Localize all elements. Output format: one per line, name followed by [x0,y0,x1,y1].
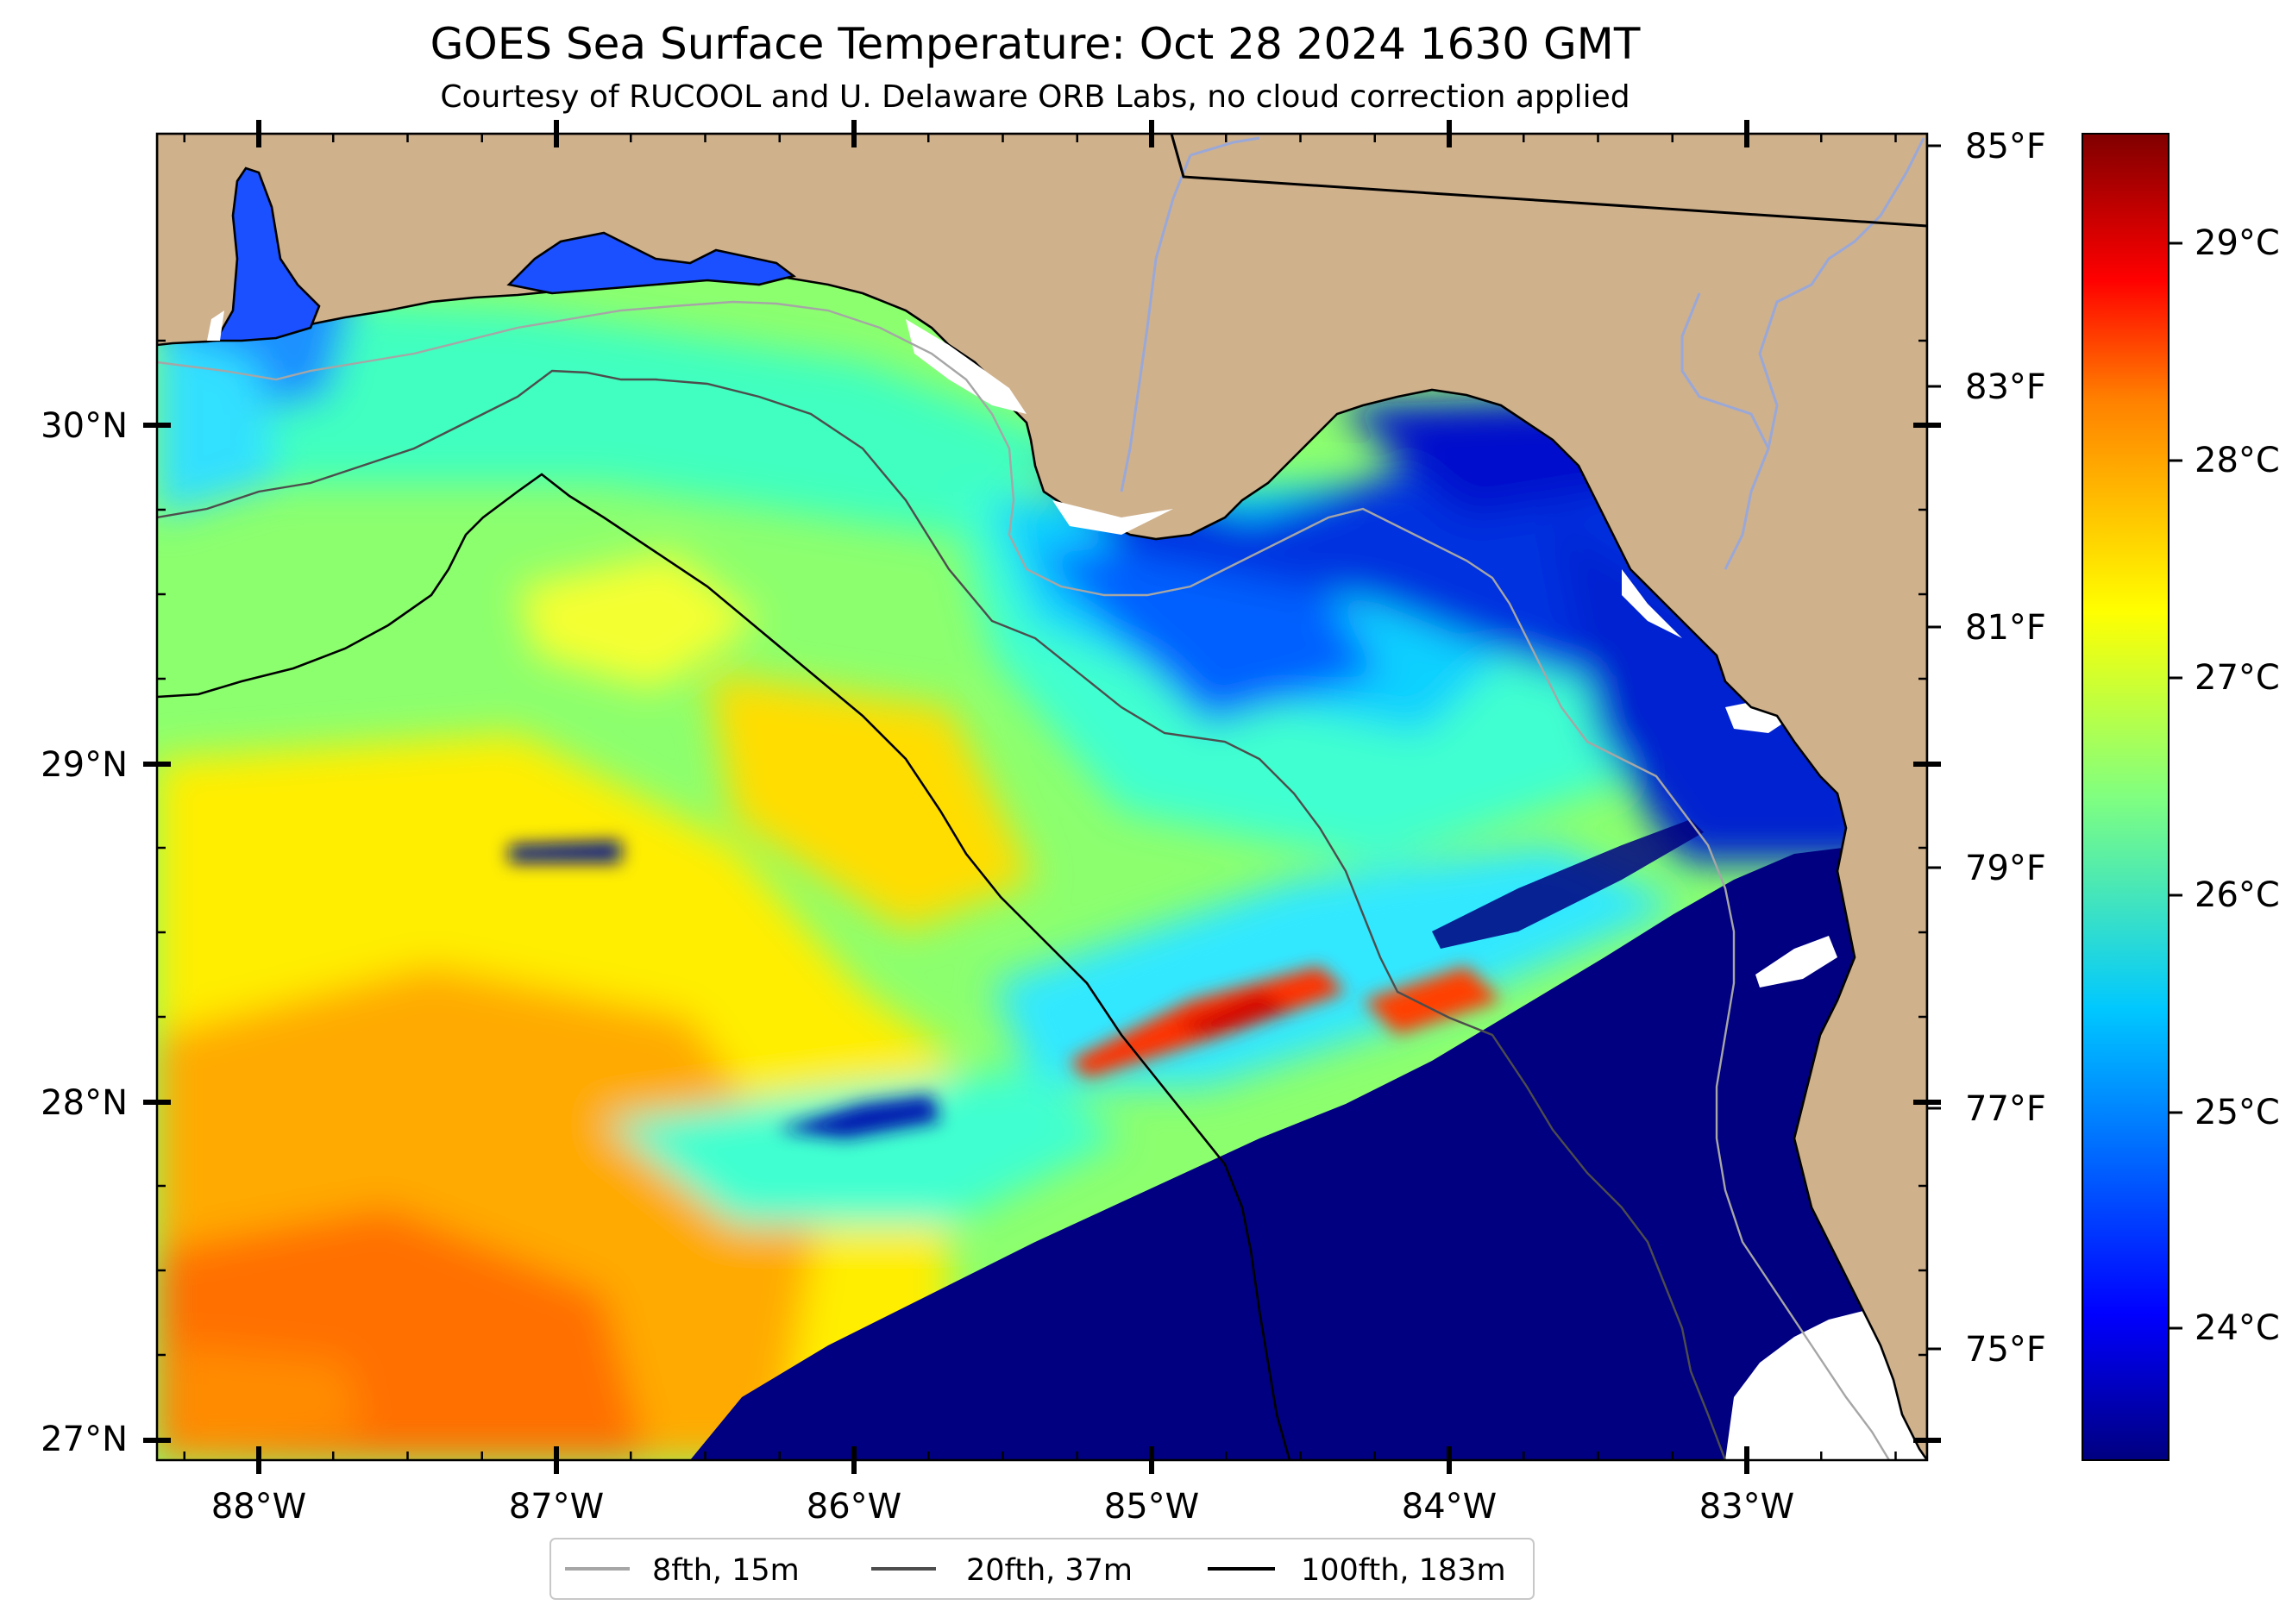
florida-bays-water [506,231,796,295]
lon-tick-label: 83°W [1699,1487,1794,1527]
map-frame [155,132,1929,1462]
offshore-streak-dark [1432,819,1704,949]
lon-tick-label: 87°W [509,1487,604,1527]
depth-legend: 8fth, 15m 20fth, 37m 100fth, 183m [549,1538,1535,1600]
fahrenheit-tick-label: 77°F [1965,1089,2046,1129]
colorbar-tick-label: 28°C [2195,441,2280,480]
colorbar: 29°C 28°C 27°C 26°C 25°C 24°C [2082,133,2280,1461]
cloud-patch-north [207,310,1682,638]
sst-fine-features [509,841,1501,1138]
legend-label: 100fth, 183m [1301,1553,1506,1588]
lat-tick-label: 27°N [41,1420,128,1459]
mobile-bay-water [213,166,321,342]
colorbar-tick-label: 25°C [2195,1093,2280,1132]
cloud-gap-south [1725,1311,1927,1460]
legend-item: 100fth, 183m [1208,1553,1506,1588]
legend-label: 8fth, 15m [652,1553,800,1588]
colorbar-tick-label: 29°C [2195,223,2280,263]
deep-water-no-data-band [690,845,1927,1460]
lat-tick-label: 29°N [41,745,128,785]
contour-20fth-37m [157,369,1727,1460]
map-subtitle: Courtesy of RUCOOL and U. Delaware ORB L… [440,79,1630,115]
state-boundary [1170,134,1927,228]
map-title: GOES Sea Surface Temperature: Oct 28 202… [430,19,1641,69]
fahrenheit-tick-label: 79°F [1965,849,2046,888]
lon-tick-label: 86°W [807,1487,901,1527]
fahrenheit-tick-label: 81°F [1965,608,2046,648]
cloud-gap-east-1 [1755,936,1837,988]
colorbar-tick-label: 26°C [2195,875,2280,915]
contour-8fth-15m [157,300,1891,1460]
rivers [1120,136,1925,570]
fahrenheit-tick-label: 85°F [1965,127,2046,166]
colorbar-tick-label: 27°C [2195,658,2280,698]
fahrenheit-tick-label: 75°F [1965,1330,2046,1370]
legend-item: 20fth, 37m [871,1553,1133,1588]
fahrenheit-axis: 85°F 83°F 81°F 79°F 77°F 75°F [1965,127,2046,1370]
fahrenheit-tick-label: 83°F [1965,367,2046,407]
legend-item: 8fth, 15m [565,1553,800,1588]
depth-contours [157,300,1891,1460]
legend-box [549,1538,1535,1600]
lat-axis: 30°N 29°N 28°N 27°N [41,406,128,1459]
lat-tick-label: 30°N [41,406,128,446]
lon-axis: 88°W 87°W 86°W 85°W 84°W 83°W [211,1487,1794,1527]
colorbar-ticks [2169,241,2182,1330]
colorbar-gradient [2082,133,2170,1461]
contour-100fth-183m [157,473,1291,1460]
legend-label: 20fth, 37m [966,1553,1133,1588]
lon-tick-label: 85°W [1104,1487,1199,1527]
lat-tick-label: 28°N [41,1083,128,1123]
colorbar-labels: 29°C 28°C 27°C 26°C 25°C 24°C [2195,223,2280,1348]
colorbar-tick-label: 24°C [2195,1308,2280,1348]
lon-tick-label: 88°W [211,1487,306,1527]
frame-ticks [143,120,1941,1474]
sst-map [157,134,1927,1460]
lon-tick-label: 84°W [1402,1487,1497,1527]
